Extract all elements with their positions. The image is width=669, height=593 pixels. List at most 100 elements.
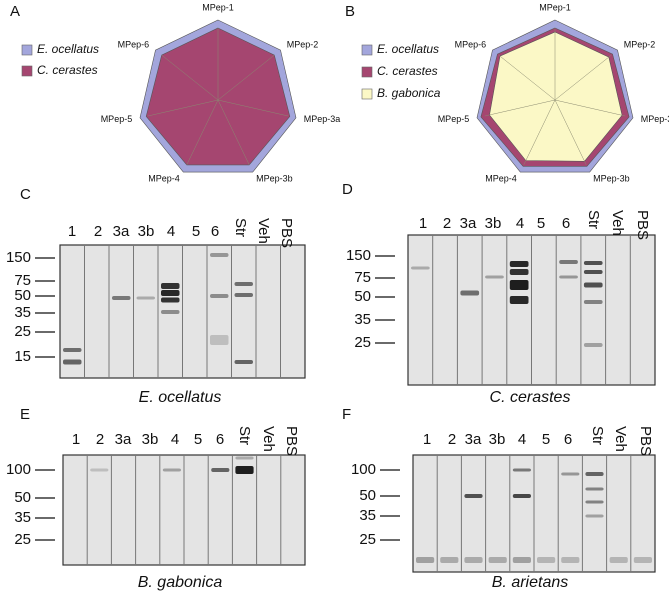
band: [161, 290, 180, 296]
band: [488, 557, 507, 563]
lane-label: PBS: [283, 426, 300, 456]
legend-swatch: [361, 66, 373, 78]
band: [234, 360, 253, 364]
mw-label: 25: [354, 334, 371, 351]
spoke: [217, 99, 250, 165]
lane-label: 4: [518, 431, 526, 448]
lane-label: 3b: [489, 431, 506, 448]
band: [234, 293, 253, 297]
mw-label: 35: [359, 507, 376, 524]
band: [63, 359, 82, 365]
band: [633, 557, 652, 563]
lane-label: 2: [94, 223, 102, 240]
band: [211, 468, 230, 472]
band: [509, 261, 529, 267]
lane-label: 4: [167, 223, 175, 240]
lane-label: 2: [443, 215, 451, 232]
lane-label: 3b: [142, 431, 159, 448]
category-label: MPep-2: [287, 40, 319, 50]
band: [235, 456, 254, 460]
lane-label: PBS: [278, 218, 295, 248]
lane-label: Veh: [255, 218, 272, 244]
band: [210, 294, 229, 298]
lane-label: Str: [236, 426, 253, 445]
mw-label: 50: [359, 487, 376, 504]
mw-label: 35: [14, 509, 31, 526]
category-label: MPep-6: [118, 40, 150, 50]
band: [235, 466, 254, 474]
legend-label: E. ocellatus: [377, 42, 439, 56]
mw-label: 25: [14, 531, 31, 548]
category-label: MPep-3a: [641, 114, 669, 124]
mw-label: 25: [359, 531, 376, 548]
band: [210, 335, 229, 345]
legend-swatch: [21, 44, 33, 56]
band: [512, 557, 531, 563]
mw-label: 25: [14, 323, 31, 340]
species-caption: E. ocellatus: [139, 389, 222, 406]
lane-label: 3a: [460, 215, 477, 232]
lane-label: 6: [216, 431, 224, 448]
mw-label: 75: [354, 269, 371, 286]
lane-label: 6: [564, 431, 572, 448]
spoke: [161, 54, 219, 101]
band: [585, 514, 604, 518]
band: [583, 300, 603, 304]
lane-label: Veh: [612, 426, 629, 452]
band: [583, 343, 603, 347]
band: [210, 253, 229, 257]
band: [411, 266, 430, 270]
band: [559, 275, 578, 279]
panel-label: B: [345, 3, 355, 20]
mw-label: 50: [14, 489, 31, 506]
spoke: [523, 99, 556, 165]
band: [112, 296, 131, 300]
spoke: [554, 54, 612, 101]
mw-label: 100: [351, 461, 376, 478]
band: [161, 283, 180, 289]
mw-label: 35: [354, 311, 371, 328]
lane-label: Str: [232, 218, 249, 237]
category-label: MPep-4: [485, 174, 517, 184]
lane-label: 2: [448, 431, 456, 448]
panel-label: A: [10, 3, 20, 20]
lane-label: 3a: [115, 431, 132, 448]
band: [509, 280, 529, 290]
band: [460, 290, 480, 296]
band: [583, 261, 603, 265]
lane-label: PBS: [637, 426, 654, 456]
band: [485, 275, 504, 279]
lane-label: 4: [171, 431, 179, 448]
spoke: [484, 99, 556, 117]
category-label: MPep-1: [202, 2, 234, 12]
legend-label: C. cerastes: [377, 64, 438, 78]
spoke: [217, 99, 289, 117]
lane-label: 4: [516, 215, 524, 232]
lane-label: 5: [192, 223, 200, 240]
band: [440, 557, 459, 563]
spoke: [498, 54, 556, 101]
band: [561, 472, 580, 476]
category-label: MPep-5: [101, 114, 133, 124]
band: [537, 557, 556, 563]
panel-label: F: [342, 406, 351, 423]
mw-label: 50: [354, 288, 371, 305]
spoke: [186, 99, 219, 165]
spoke: [554, 99, 626, 117]
lane-label: 5: [542, 431, 550, 448]
category-label: MPep-2: [624, 40, 656, 50]
band: [63, 348, 82, 352]
band: [585, 487, 604, 491]
radar-area: [489, 31, 623, 162]
lane-label: 5: [537, 215, 545, 232]
spoke: [217, 54, 275, 101]
mw-label: 150: [6, 249, 31, 266]
band: [90, 468, 109, 472]
mw-label: 15: [14, 348, 31, 365]
band: [161, 310, 180, 314]
legend-label: C. cerastes: [37, 63, 98, 77]
mw-label: 75: [14, 272, 31, 289]
band: [234, 282, 253, 286]
band: [136, 296, 155, 300]
